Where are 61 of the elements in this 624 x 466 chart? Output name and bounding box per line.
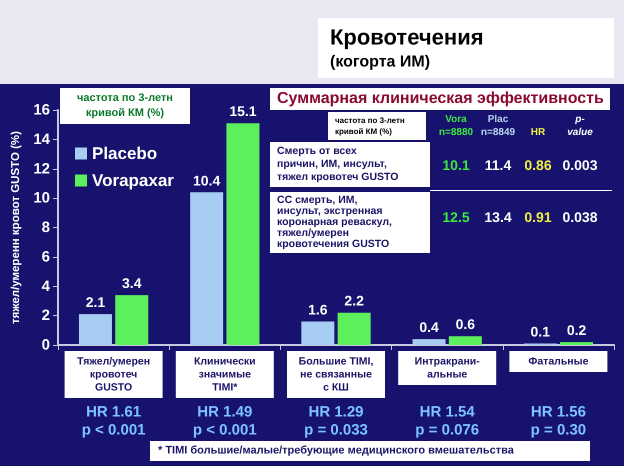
- y-tick-label: 6: [42, 248, 50, 266]
- y-tick-label: 8: [42, 219, 50, 236]
- bar: [115, 295, 148, 345]
- annotation: HR: [530, 127, 546, 138]
- bar: [448, 336, 482, 345]
- annotation: 0.038: [561, 209, 599, 225]
- y-axis-title: тяжел/умеренн кровот GUSTO (%): [10, 130, 22, 324]
- data-label: 0.6: [456, 316, 476, 332]
- y-tick-label: 0: [42, 336, 50, 354]
- bar: [78, 314, 112, 345]
- x-tick-label: Большие TIMI, не связанные с КШ: [298, 356, 374, 394]
- y-tick-label: 10: [33, 190, 50, 207]
- legend-label: Placebo: [92, 144, 158, 163]
- annotation: 13.4: [483, 209, 513, 225]
- text: HR 1.56 p = 0.30: [530, 404, 586, 438]
- y-tick-label: 2: [42, 307, 50, 324]
- x-tick-label: Клинически значимые TIMI*: [194, 356, 256, 394]
- data-label: 2.1: [86, 294, 106, 310]
- annotation: 0.91: [523, 209, 553, 225]
- x-tick-label: Фатальные: [528, 356, 589, 368]
- y-tick-label: 16: [33, 102, 50, 118]
- annotation: p- value: [566, 113, 594, 139]
- text-box: частота по 3-летн кривой КМ (%): [328, 112, 426, 140]
- text-box: частота по 3-летн кривой КМ (%): [60, 88, 190, 124]
- bar: [560, 342, 594, 345]
- text: HR 1.29 p = 0.033: [304, 404, 368, 438]
- x-tick-label: Тяжел/умерен кровотеч GUSTO: [77, 356, 150, 394]
- data-label: 0.1: [530, 324, 550, 340]
- text: HR 1.61 p < 0.001: [82, 404, 146, 438]
- annotation: Vora n=8880: [438, 113, 474, 139]
- legend-label: Vorapaxar: [92, 171, 174, 190]
- text-box: Суммарная клиническая эффективность: [270, 88, 610, 110]
- bar: [301, 322, 334, 345]
- y-tick-label: 14: [33, 130, 51, 148]
- chart-subtitle: (когорта ИМ): [330, 54, 430, 70]
- data-label: 2.2: [344, 292, 364, 309]
- bar: [412, 339, 446, 345]
- text: * TIMI большие/малые/требующие медицинского вмешательства: [158, 444, 515, 456]
- annotation: 11.4: [484, 157, 512, 173]
- bar: [190, 192, 224, 345]
- bar: [338, 312, 371, 345]
- text: HR 1.54 p = 0.076: [415, 404, 480, 438]
- data-label: 0.2: [566, 322, 586, 338]
- data-label: 15.1: [229, 103, 257, 120]
- annotation: Plac n=8849: [480, 113, 516, 139]
- annotation: 0.86: [523, 157, 553, 173]
- bar: [226, 123, 260, 345]
- annotation: 12.5: [441, 209, 471, 225]
- text-box: Смерть от всех причин, ИМ, инсульт, тяжел кровотеч GUSTO: [270, 142, 430, 187]
- chart-title: Кровотечения: [330, 24, 484, 50]
- annotation: 0.003: [561, 157, 599, 173]
- text: HR 1.49 p < 0.001: [192, 404, 257, 438]
- data-label: 3.4: [122, 275, 142, 292]
- annotation: 10.1: [441, 157, 471, 173]
- data-label: 10.4: [193, 172, 220, 188]
- text-box: СС смерть, ИМ, инсульт, экстренная коронарная реваскул, тяжел/умерен кровотечения GUSTO: [270, 192, 430, 253]
- data-label: 1.6: [308, 302, 328, 318]
- y-tick-label: 4: [42, 278, 51, 295]
- x-tick-label: Интракрани- альные: [414, 356, 480, 380]
- y-tick-label: 12: [33, 160, 50, 178]
- data-label: 0.4: [419, 319, 439, 336]
